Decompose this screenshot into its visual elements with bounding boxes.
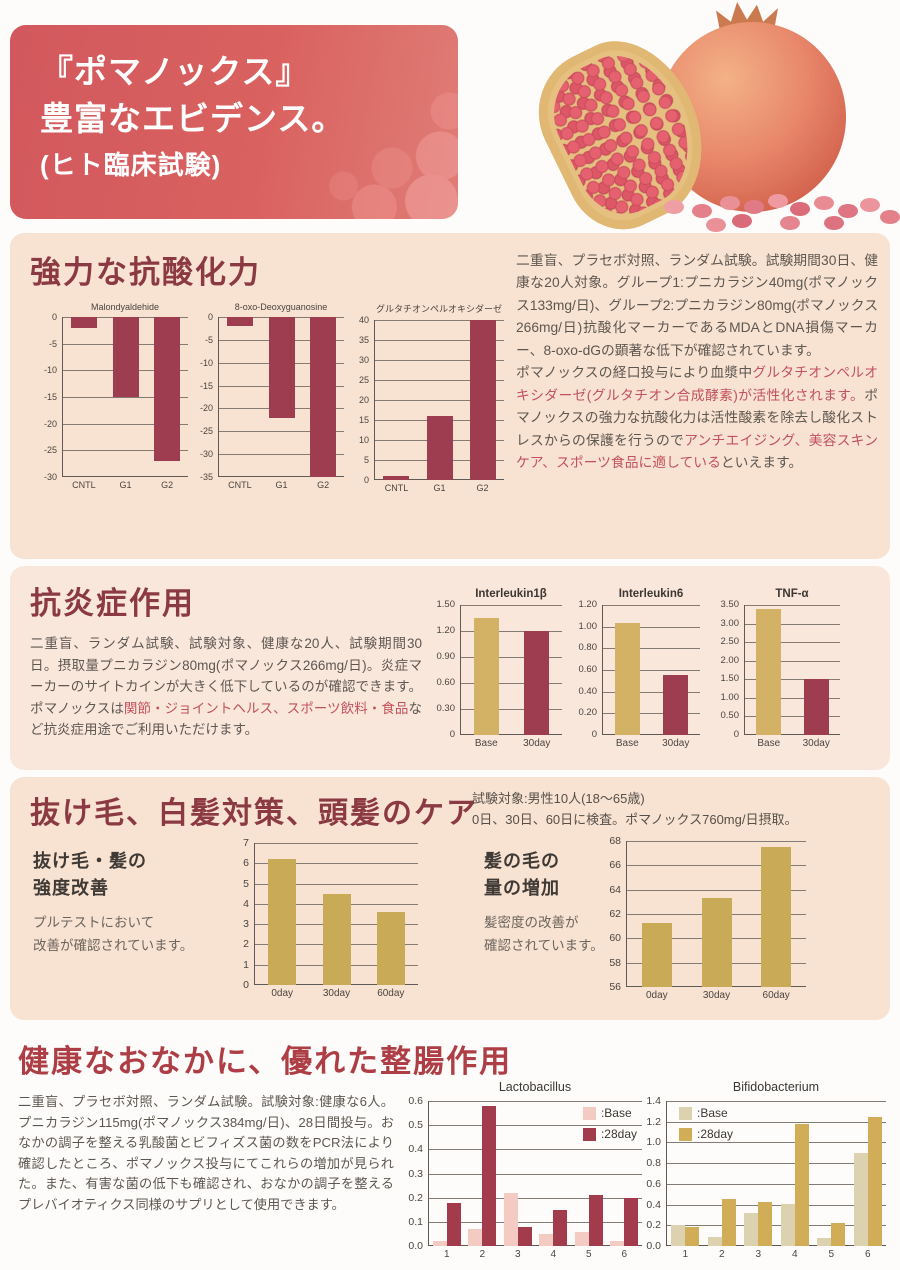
chart-interleukin-6: Interleukin6 1.20 1.00 0.80 0.60 0.40 0.20 0 Bas… — [572, 588, 700, 749]
chart-bifidobacterium: Bifidobacterium 1.4 1.2 1.0 0.8 0.6 0.4 0.2 0.0 1… — [638, 1080, 886, 1260]
gut-paragraph: 二重盲、プラセボ対照、ランダム試験。試験対象:健康な6人。プニカラジン115mg… — [18, 1094, 394, 1212]
chart-hair-density: 68 66 64 62 60 58 56 0day 30day 60day — [600, 836, 806, 1001]
section-gut-title: 健康なおなかに、優れた整腸作用 — [18, 1044, 513, 1079]
page-title-line1: 『ポマノックス』 — [40, 53, 310, 90]
antioxidant-paragraph-1: 二重盲、プラセボ対照、ランダム試験。試験期間30日、健康な20人対象。グループ1… — [516, 253, 878, 358]
pomegranate-image — [517, 0, 900, 248]
chart-tnf-alpha: TNF-α 3.50 3.00 2.50 2.00 1.50 1.00 0.50 0 Base 30… — [714, 588, 840, 749]
page-title-line3: (ヒト臨床試験) — [40, 149, 222, 180]
chart-glutathione-peroxidase: グルタチオンペルオキシダーゼ 40 35 30 25 20 15 10 5 0 CNTL G1 G2 — [358, 304, 504, 493]
section-antiinflammatory-title: 抗炎症作用 — [30, 586, 195, 621]
chart-interleukin-1b: Interleukin1β 1.50 1.20 0.90 0.60 0.30 0 Base 30… — [430, 588, 562, 749]
page-title: 『ポマノックス』 豊富なエビデンス。 (ヒト臨床試験) — [40, 49, 345, 184]
hair-strength-heading: 抜け毛・髪の 強度改善 — [33, 851, 147, 898]
section-hair — [10, 777, 890, 1020]
section-hair-title: 抜け毛、白髪対策、頭髪のケア — [30, 797, 478, 830]
chart-lactobacillus: Lactobacillus 0.6 0.5 0.4 0.3 0.2 0.1 0.0 1 2 3 4 5 6… — [398, 1080, 642, 1260]
hair-volume-heading: 髪の毛の 量の増加 — [484, 851, 560, 898]
hair-study-info-line2: 0日、30日、60日に検査。ポマノックス760mg/日摂取。 — [472, 811, 798, 827]
hair-study-info: 試験対象:男性10人(18〜65歳) 0日、30日、60日に検査。ポマノックス7… — [472, 789, 797, 831]
hair-strength-desc: プルテストにおいて 改善が確認されています。 — [33, 915, 194, 953]
header-panel: 『ポマノックス』 豊富なエビデンス。 (ヒト臨床試験) — [10, 25, 458, 219]
antioxidant-paragraphs: 二重盲、プラセボ対照、ランダム試験。試験期間30日、健康な20人対象。グループ1… — [516, 250, 878, 475]
hair-study-info-line1: 試験対象:男性10人(18〜65歳) — [472, 791, 645, 806]
antioxidant-paragraph-2: ポマノックスの経口投与により血漿中グルタチオンペルオキシダーゼ(グルタチオン合成… — [516, 365, 879, 471]
pomegranate-seeds-decoration — [238, 69, 458, 219]
pomegranate-loose-seeds — [720, 196, 740, 210]
section-antiinflammatory — [10, 566, 890, 770]
hair-volume-desc: 髪密度の改善が 確認されています。 — [484, 915, 604, 953]
section-antioxidant-title: 強力な抗酸化力 — [30, 255, 261, 290]
chart-malondialdehyde: Malondyaldehide 0 -5 -10 -15 -20 -25 -30 CNTL G1 G… — [36, 302, 188, 490]
antiinflammatory-paragraph: 二重盲、ランダム試験、試験対象、健康な20人、試験期間30日。摂取量プニカラジン… — [30, 636, 423, 738]
page-title-line2: 豊富なエビデンス。 — [40, 99, 346, 137]
chart-8-oxo-deoxyguanosine: 8-oxo-Deoxyguanosine 0 -5 -10 -15 -20 -25 -30 -3… — [192, 302, 344, 490]
chart-hair-strength: 7 6 5 4 3 2 1 0 0day 30day 60day — [232, 838, 418, 999]
